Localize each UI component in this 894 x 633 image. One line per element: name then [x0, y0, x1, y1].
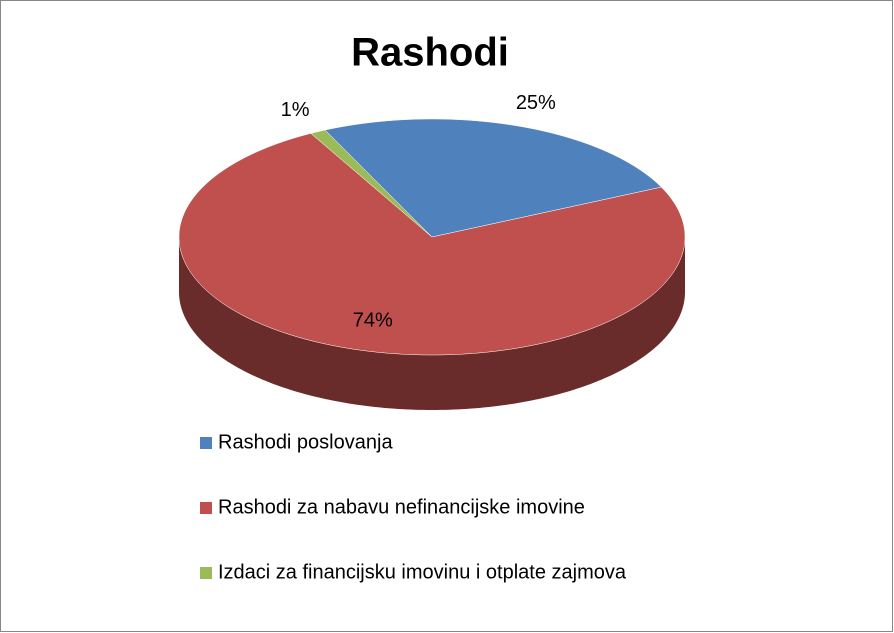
legend-swatch — [200, 567, 212, 579]
legend-label: Rashodi poslovanja — [218, 431, 393, 453]
chart-title: Rashodi — [351, 31, 509, 75]
slice — [310, 129, 433, 238]
data-label: 1% — [281, 99, 310, 121]
pie-top — [178, 118, 686, 356]
legend-label: Izdaci za financijsku imovinu i otplate … — [218, 561, 627, 583]
slice-side — [179, 237, 685, 410]
legend-swatch — [200, 502, 212, 514]
legend: Rashodi poslovanja Rashodi za nabavu nefi… — [200, 431, 627, 583]
slice — [324, 118, 662, 238]
pie-side — [179, 237, 685, 410]
labels: 25% 74% 1% — [281, 92, 556, 331]
legend-swatch — [200, 437, 212, 449]
data-label: 74% — [353, 309, 393, 331]
data-label: 25% — [516, 92, 556, 114]
slice — [178, 133, 686, 356]
legend-label: Rashodi za nabavu nefinancijske imovine — [218, 496, 585, 518]
